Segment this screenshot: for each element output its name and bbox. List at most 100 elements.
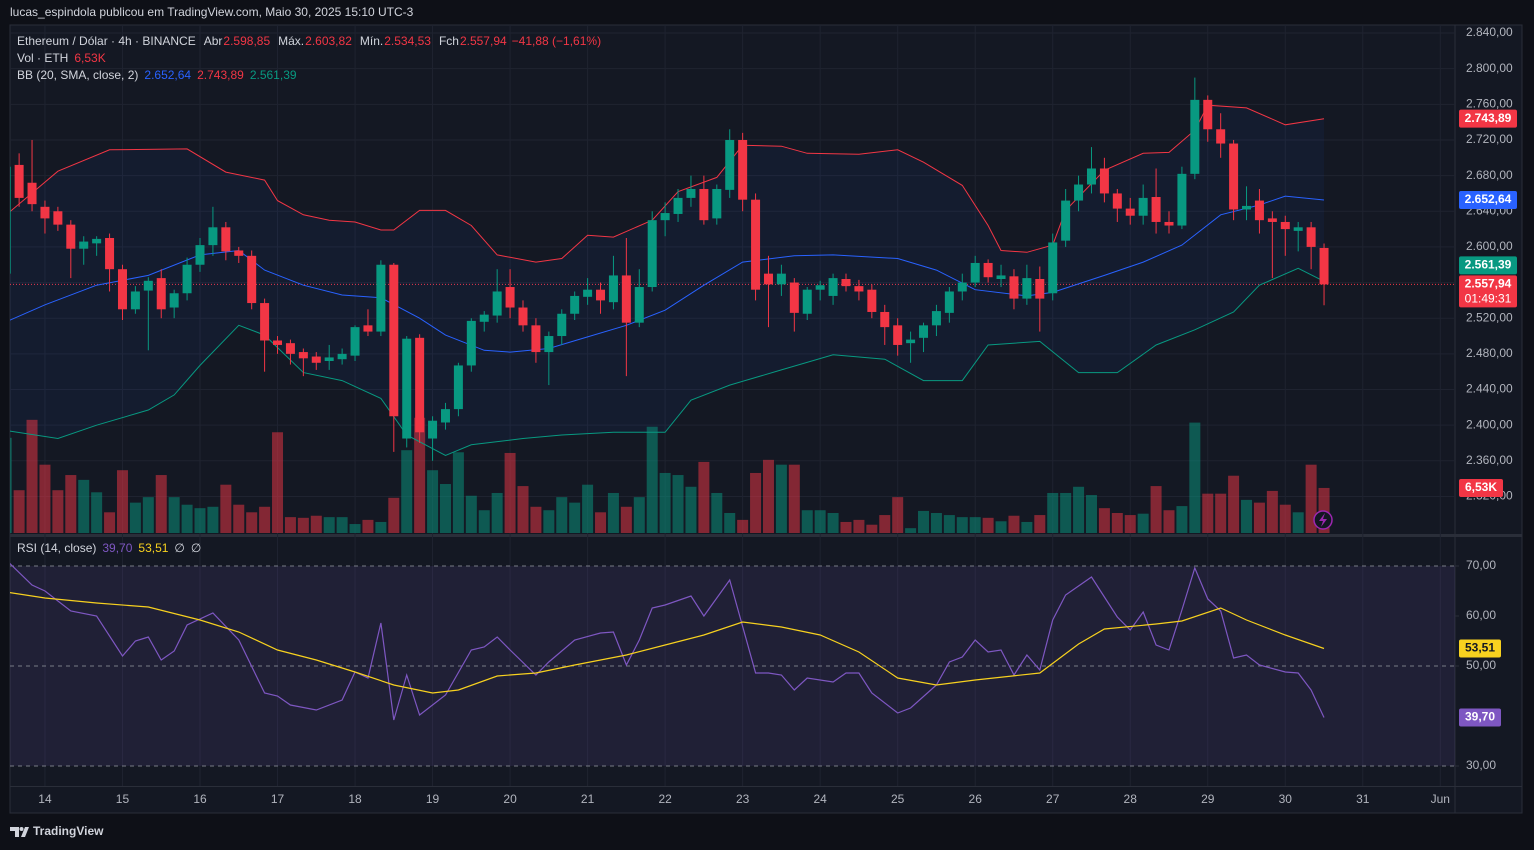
candle-body (1177, 173, 1187, 226)
volume-bar (168, 497, 180, 533)
y-tick-label: 2.720,00 (1466, 132, 1513, 146)
candle-body (234, 250, 244, 256)
footer-brand: TradingView (33, 824, 104, 838)
legend-text: ∅ (191, 541, 201, 555)
volume-bar (478, 510, 490, 533)
volume-bar (10, 437, 12, 533)
volume-bar (375, 521, 387, 533)
replay-icon[interactable] (1313, 510, 1333, 530)
candle-body (867, 289, 877, 312)
volume-badge-label: 6,53K (1465, 480, 1497, 494)
volume-bar (737, 519, 749, 533)
candle-body (957, 282, 967, 292)
candle-body (570, 295, 580, 314)
candle-body (492, 291, 502, 316)
x-tick-label: 27 (1046, 792, 1060, 806)
y-tick-label: 2.600,00 (1466, 239, 1513, 253)
candle-body (260, 303, 270, 341)
candle-body (169, 293, 179, 308)
candle-body (505, 287, 515, 308)
volume-bar (427, 470, 439, 533)
price-badge-label: 2.743,89 (1465, 111, 1512, 125)
volume-bar (323, 517, 335, 533)
x-tick-label: 28 (1124, 792, 1138, 806)
candle-body (673, 197, 683, 214)
candle-body (1099, 168, 1109, 194)
volume-bar (1163, 510, 1175, 533)
candle-body (557, 313, 567, 337)
volume-bar (853, 519, 865, 533)
volume-bar (556, 497, 568, 533)
candle-body (156, 278, 166, 310)
volume-bar (866, 524, 878, 533)
candle-body (247, 255, 257, 304)
candle-body (1009, 276, 1019, 299)
volume-bar (362, 519, 374, 533)
candle-body (479, 314, 489, 322)
candle-body (440, 409, 450, 423)
y-tick-label: 2.440,00 (1466, 382, 1513, 396)
candle-body (311, 356, 321, 363)
candle-body (1035, 279, 1045, 299)
volume-bar (982, 517, 994, 533)
y-tick-label: 2.840,00 (1466, 25, 1513, 39)
price-badge-label: 2.561,39 (1465, 258, 1512, 272)
volume-bar (401, 450, 413, 533)
volume-bar (1266, 490, 1278, 533)
candle-body (789, 282, 799, 313)
legend-text: 53,51 (138, 541, 168, 555)
candle-body (919, 325, 929, 338)
legend-text: Mín. (360, 34, 383, 48)
volume-bar (104, 512, 116, 533)
y-tick-label: 2.800,00 (1466, 61, 1513, 75)
x-tick-label: 24 (813, 792, 827, 806)
volume-bar (1073, 486, 1085, 533)
volume-bar (142, 497, 154, 533)
volume-bar (801, 510, 813, 533)
volume-bar (26, 419, 38, 533)
volume-bar (775, 464, 787, 533)
x-tick-label: 25 (891, 792, 905, 806)
volume-bar (1098, 508, 1110, 533)
candle-body (195, 245, 205, 265)
volume-bar (995, 521, 1007, 533)
y-tick-label: 2.520,00 (1466, 310, 1513, 324)
overlay-layer: 2.840,00 2.800,00 2.760,00 2.720,00 2.680,00… (17, 25, 1517, 806)
volume-bar (1150, 486, 1162, 533)
candle-body (660, 213, 670, 221)
candle-body (1229, 143, 1239, 210)
rsi-tick-label: 50,00 (1466, 658, 1496, 672)
volume-bar (1047, 492, 1059, 533)
candle-body (1074, 184, 1084, 201)
candle-body (621, 275, 631, 323)
candle-body (686, 188, 696, 198)
rsi-badge (1459, 708, 1501, 727)
y-tick-label: 2.680,00 (1466, 168, 1513, 182)
volume-badge (1459, 478, 1503, 497)
volume-bar (194, 508, 206, 533)
legend-text: ∅ (174, 541, 184, 555)
volume-bar (129, 502, 141, 533)
candle-body (1125, 208, 1135, 216)
legend-text: RSI (14, close) (17, 541, 96, 555)
candle-body (931, 311, 941, 326)
volume-bar (349, 524, 361, 533)
x-tick-label: 22 (658, 792, 672, 806)
rsi-badge-label: 39,70 (1465, 710, 1495, 724)
candle-body (1164, 221, 1174, 226)
rsi-tick-label: 30,00 (1466, 758, 1496, 772)
volume-bar (762, 459, 774, 533)
volume-bar (1202, 493, 1214, 533)
candle-body (983, 262, 993, 278)
candle-body (221, 227, 231, 252)
volume-bar (582, 484, 594, 533)
volume-bar (956, 517, 968, 533)
volume-bar (491, 492, 503, 533)
volume-bar (1253, 502, 1265, 533)
volume-bar (1241, 499, 1253, 533)
volume-bar (646, 426, 658, 533)
volume-bar (504, 452, 516, 533)
price-badge (1459, 109, 1517, 128)
price-badge (1459, 275, 1517, 308)
candle-body (66, 224, 76, 249)
